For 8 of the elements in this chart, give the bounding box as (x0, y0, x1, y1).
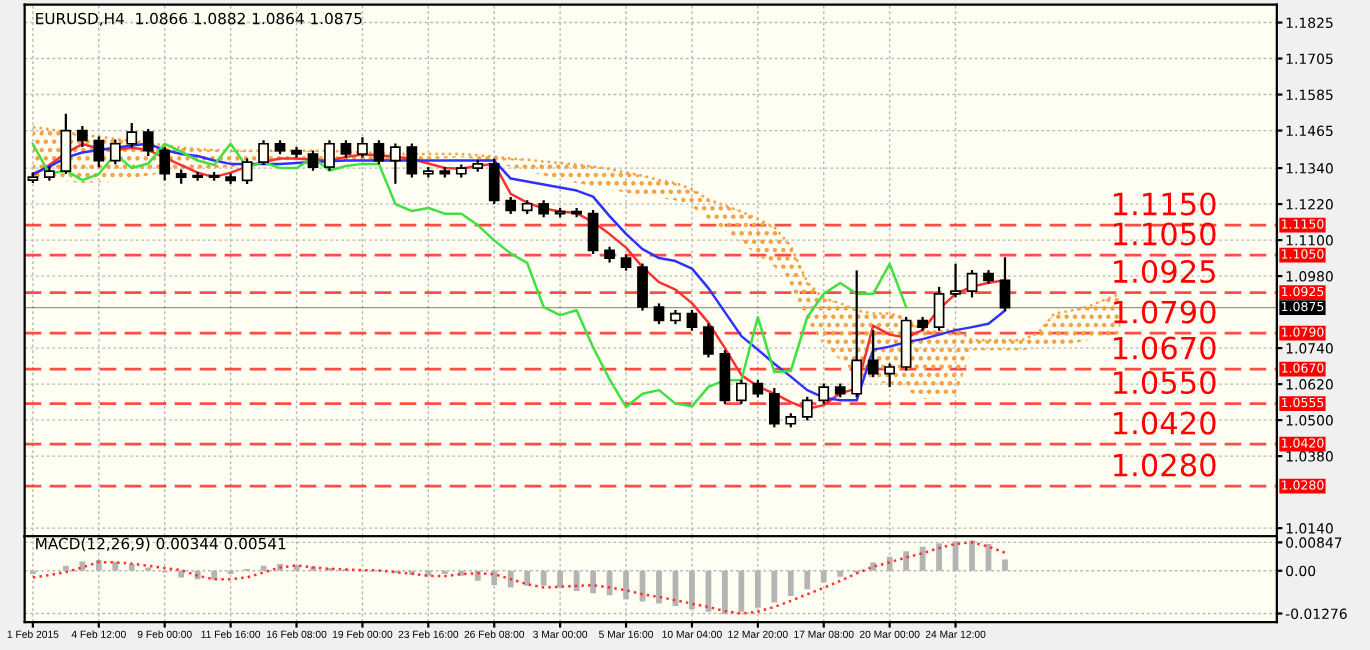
annotation: 1.0280 (1114, 453, 1216, 477)
annotation: 1.1050 (1114, 222, 1216, 246)
annotation: 1.0925 (1114, 259, 1215, 284)
annotation: 1.0550 (1114, 370, 1216, 395)
annotation: 1.0670 (1114, 336, 1216, 360)
annotation: 1.1150 (1114, 192, 1216, 216)
annotation: 1.0790 (1114, 300, 1216, 324)
annotation: 1.0420 (1114, 411, 1216, 435)
